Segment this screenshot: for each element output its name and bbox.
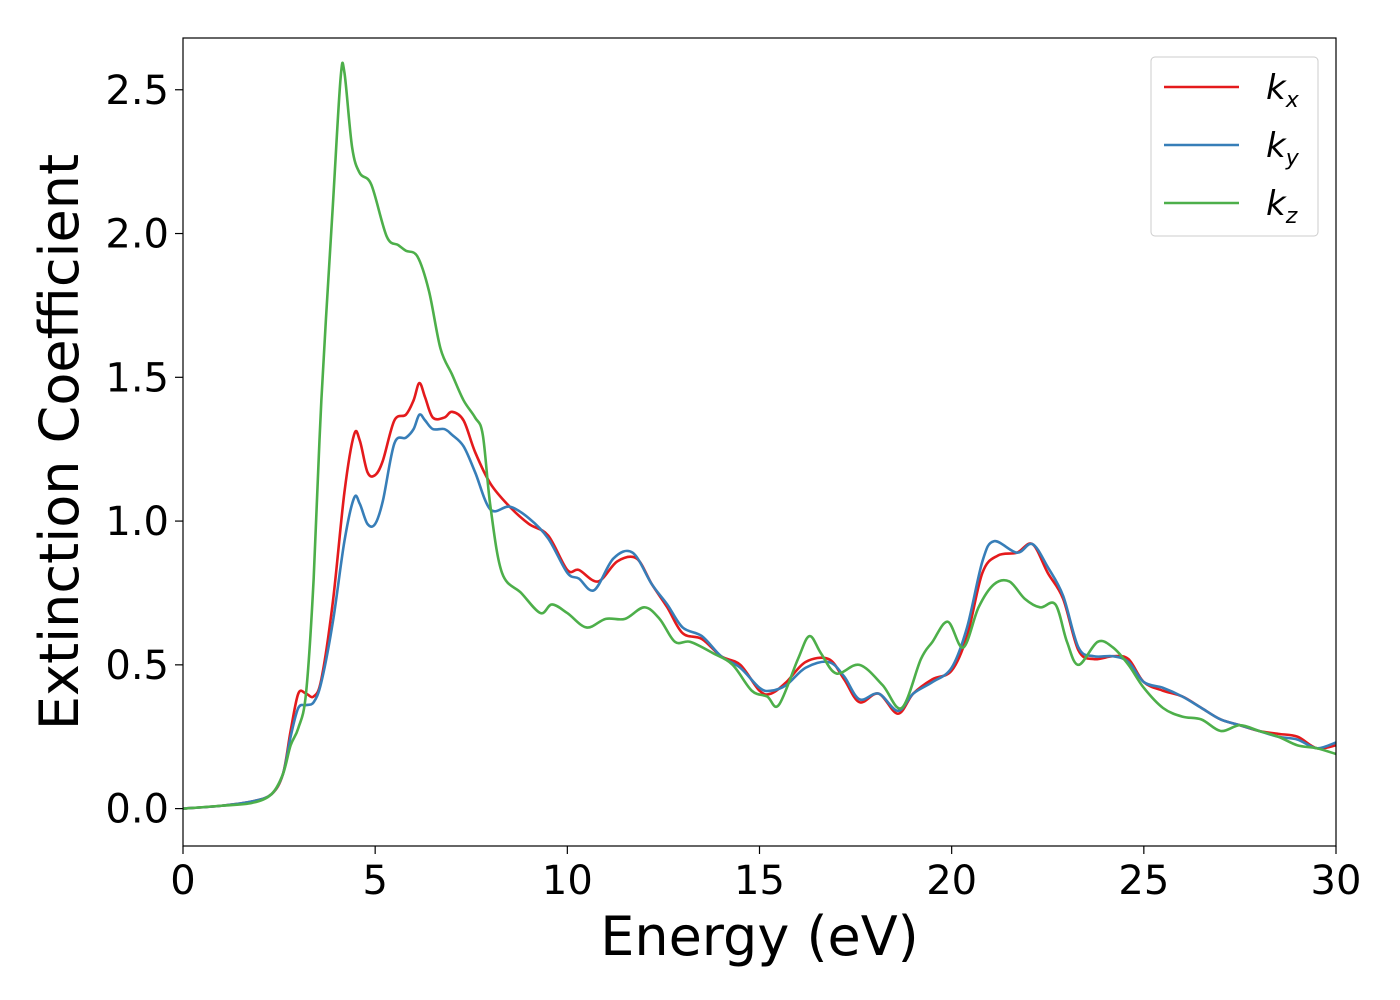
series-layer	[183, 61, 1336, 810]
y-tick-label: 2.5	[105, 68, 169, 114]
y-tick-label: 0.0	[105, 787, 169, 833]
x-tick-label: 25	[1118, 858, 1169, 904]
legend-label-z: kz	[1266, 184, 1298, 229]
y-tick-label: 2.0	[105, 212, 169, 258]
legend-label-y: ky	[1266, 126, 1300, 171]
series-line-z	[183, 61, 1336, 810]
plot-area-frame	[182, 37, 1337, 847]
tick-layer: 0 5 10 15 20 25 30 0.0 0.5 1.0 1.5 2.0 2.5	[105, 68, 1361, 904]
legend: kx ky kz	[1150, 56, 1319, 237]
y-tick-label: 1.0	[105, 499, 169, 545]
x-tick-label: 0	[170, 858, 195, 904]
legend-box	[1150, 56, 1319, 237]
y-axis-title: Extinction Coefficient	[28, 154, 91, 730]
x-tick-label: 30	[1311, 858, 1362, 904]
x-tick-label: 5	[362, 858, 387, 904]
x-axis-title: Energy (eV)	[600, 905, 919, 968]
y-tick-label: 0.5	[105, 643, 169, 689]
series-line-y	[183, 413, 1336, 810]
x-tick-label: 10	[542, 858, 593, 904]
legend-label-x: kx	[1266, 68, 1300, 113]
x-tick-label: 20	[926, 858, 977, 904]
x-tick-label: 15	[734, 858, 785, 904]
y-tick-label: 1.5	[105, 355, 169, 401]
series-line-x	[183, 381, 1336, 810]
